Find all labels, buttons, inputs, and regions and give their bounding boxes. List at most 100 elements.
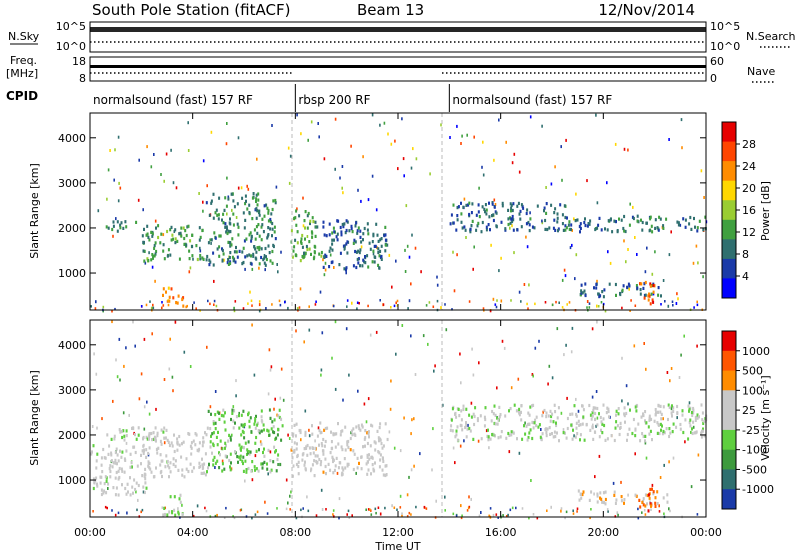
scatter-cell (668, 434, 671, 439)
scatter-cell (218, 411, 220, 415)
scatter-cell (452, 203, 455, 207)
scatter-cell (104, 505, 107, 509)
scatter-cell (301, 254, 304, 259)
scatter-cell (260, 247, 263, 251)
scatter-cell (597, 292, 600, 296)
scatter-cell (368, 435, 370, 439)
scatter-cell (696, 513, 699, 516)
scatter-cell (444, 495, 446, 499)
scatter-cell (249, 231, 252, 235)
scatter-cell (163, 436, 166, 440)
scatter-cell (232, 515, 234, 518)
scatter-cell (274, 237, 277, 241)
scatter-cell (120, 429, 123, 434)
scatter-cell (345, 271, 347, 275)
scatter-cell (324, 253, 327, 257)
scatter-cell (141, 474, 144, 478)
scatter-cell (583, 220, 586, 225)
scatter-cell (135, 490, 137, 494)
scatter-cell (240, 445, 243, 449)
scatter-cell (208, 462, 210, 466)
scatter-cell (142, 249, 145, 253)
scatter-cell (219, 234, 222, 238)
scatter-cell (528, 229, 531, 233)
scatter-cell (345, 266, 348, 270)
scatter-cell (114, 461, 117, 465)
scatter-cell (468, 300, 471, 303)
scatter-cell (209, 260, 212, 264)
scatter-cell (662, 226, 665, 230)
scatter-cell (552, 435, 555, 439)
scatter-cell (233, 409, 236, 413)
scatter-cell (651, 438, 653, 442)
scatter-cell (244, 267, 246, 271)
scatter-cell (175, 301, 178, 305)
scatter-cell (174, 237, 177, 241)
scatter-cell (125, 492, 128, 496)
scatter-cell (114, 458, 117, 462)
scatter-cell (494, 422, 497, 426)
scatter-cell (436, 299, 439, 303)
scatter-cell (244, 255, 247, 259)
nsky-tick-low: 10^0 (56, 40, 86, 53)
scatter-cell (114, 513, 117, 517)
scatter-cell (632, 205, 634, 209)
scatter-cell (138, 397, 141, 401)
velocity-colorbar-label: Velocity [m s⁻¹] (759, 375, 772, 460)
scatter-cell (341, 222, 344, 227)
scatter-cell (560, 145, 562, 149)
scatter-cell (124, 220, 127, 224)
scatter-cell (229, 261, 232, 266)
scatter-cell (119, 226, 122, 230)
scatter-cell (357, 249, 360, 253)
scatter-cell (692, 261, 695, 265)
scatter-cell (614, 282, 617, 287)
colorbar-cell (722, 200, 736, 221)
scatter-cell (359, 264, 361, 268)
scatter-cell (488, 446, 490, 450)
scatter-cell (248, 203, 251, 207)
nave-label: Nave (747, 65, 775, 78)
scatter-cell (109, 149, 111, 152)
scatter-cell (233, 250, 236, 254)
scatter-cell (590, 508, 592, 511)
scatter-cell (244, 194, 247, 198)
scatter-cell (493, 404, 496, 408)
scatter-cell (191, 244, 194, 249)
scatter-cell (296, 113, 298, 117)
scatter-cell (135, 481, 138, 485)
scatter-cell (232, 212, 235, 216)
scatter-cell (596, 226, 599, 230)
scatter-cell (265, 203, 268, 207)
scatter-cell (240, 423, 243, 427)
scatter-cell (294, 216, 297, 220)
scatter-cell (493, 198, 496, 202)
scatter-cell (545, 211, 548, 215)
scatter-cell (512, 202, 515, 206)
scatter-cell (249, 450, 252, 454)
scatter-cell (235, 415, 238, 419)
scatter-cell (204, 506, 206, 510)
scatter-cell (339, 251, 342, 255)
scatter-cell (128, 413, 130, 417)
scatter-cell (589, 516, 591, 520)
scatter-cell (565, 436, 568, 440)
scatter-cell (378, 266, 381, 270)
scatter-cell (550, 505, 552, 509)
scatter-cell (601, 431, 604, 435)
scatter-cell (142, 490, 145, 494)
cpid-label: CPID (6, 89, 38, 103)
scatter-cell (384, 473, 387, 478)
velocity-scatter (90, 320, 708, 520)
scatter-cell (329, 246, 332, 250)
scatter-cell (215, 304, 218, 308)
scatter-cell (339, 225, 342, 230)
scatter-cell (644, 493, 647, 497)
scatter-cell (223, 467, 226, 471)
scatter-cell (518, 451, 521, 455)
scatter-cell (209, 427, 212, 431)
scatter-cell (156, 451, 159, 455)
scatter-cell (136, 508, 138, 512)
scatter-cell (644, 270, 647, 274)
scatter-cell (224, 411, 226, 415)
